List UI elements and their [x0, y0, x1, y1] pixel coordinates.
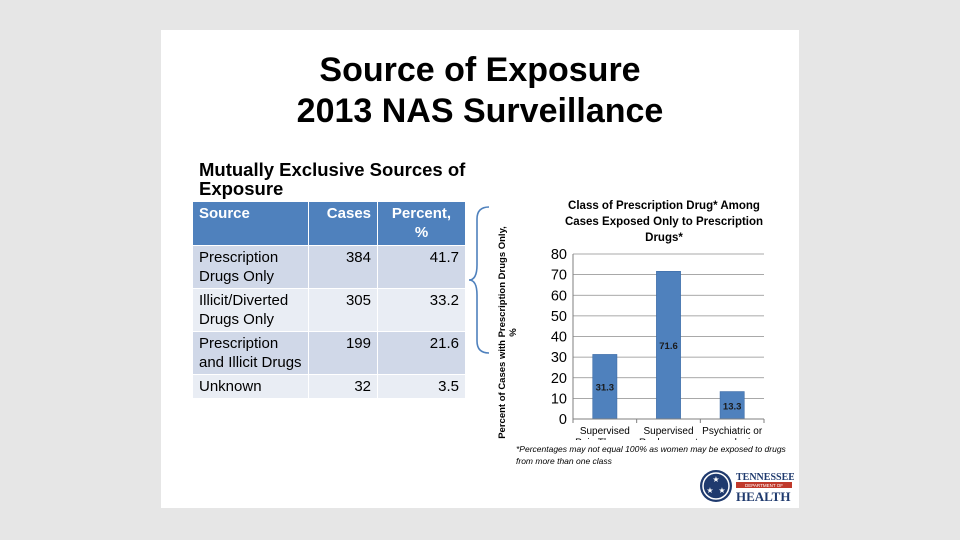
x-tick-label: neurologic	[709, 438, 755, 441]
axes	[572, 254, 765, 423]
x-tick-label: Supervised	[643, 426, 693, 437]
y-tick-label: 60	[551, 288, 567, 304]
percent-cell: 33.2	[377, 288, 466, 332]
svg-text:★: ★	[718, 486, 725, 495]
table-header-row: Source Cases Percent, %	[192, 201, 466, 246]
tennessee-health-logo: ★ ★ ★ TENNESSEE DEPARTMENT OF HEALTH	[700, 470, 794, 504]
chart-title-line: Class of Prescription Drug* Among	[568, 200, 760, 212]
data-label: 13.3	[723, 401, 742, 412]
table-heading: Mutually Exclusive Sources of Exposure	[199, 159, 466, 199]
y-tick-label: 0	[559, 412, 567, 428]
bars	[592, 271, 745, 420]
percent-cell: 3.5	[377, 374, 466, 399]
cases-cell: 384	[308, 245, 378, 289]
table-row: Prescription Drugs Only 384 41.7	[192, 245, 466, 289]
data-labels: 31.3 71.6 13.3	[596, 341, 742, 412]
svg-text:★: ★	[712, 475, 719, 484]
source-cell: Prescription and Illicit Drugs	[192, 331, 309, 375]
page-title: Source of Exposure 2013 NAS Surveillance	[161, 50, 799, 132]
bar	[592, 354, 618, 420]
curly-brace	[468, 206, 490, 354]
title-line-1: Source of Exposure	[319, 51, 641, 89]
y-tick-labels: 0 10 20 30 40 50 60 70 80	[551, 247, 567, 428]
cases-cell: 32	[308, 374, 378, 399]
sources-table: Source Cases Percent, % Prescription Dru…	[192, 201, 466, 399]
y-axis-label-line: Percent of Cases with Prescription Drugs…	[497, 226, 508, 439]
cases-cell: 199	[308, 331, 378, 375]
x-tick-labels: SupervisedPain TherapySupervisedReplacem…	[575, 426, 763, 440]
chart-title-line: Cases Exposed Only to Prescription	[565, 216, 763, 228]
data-label: 71.6	[659, 341, 678, 352]
x-tick-label: Pain Therapy	[575, 438, 634, 441]
logo-text-1: TENNESSEE	[736, 472, 794, 483]
y-tick-label: 80	[551, 247, 567, 263]
chart-title: Class of Prescription Drug* Among Cases E…	[565, 200, 763, 244]
percent-cell: 41.7	[377, 245, 466, 289]
x-tick-label: Replacement	[639, 438, 698, 441]
chart-title-line: Drugs*	[645, 232, 683, 244]
y-tick-label: 50	[551, 309, 567, 325]
y-tick-label: 20	[551, 371, 567, 387]
table-row: Prescription and Illicit Drugs 199 21.6	[192, 331, 466, 375]
slide: Source of Exposure 2013 NAS Surveillance…	[161, 30, 799, 508]
source-cell: Prescription Drugs Only	[192, 245, 309, 289]
svg-text:★: ★	[706, 486, 713, 495]
bar	[719, 391, 745, 420]
y-tick-label: 10	[551, 391, 567, 407]
y-tick-label: 70	[551, 268, 567, 284]
star-icon: ★ ★ ★	[706, 475, 725, 495]
column-header-cases: Cases	[308, 201, 378, 246]
cases-cell: 305	[308, 288, 378, 332]
column-header-percent: Percent, %	[377, 201, 466, 246]
data-label: 31.3	[596, 383, 615, 394]
table-row: Unknown 32 3.5	[192, 374, 466, 399]
footnote: *Percentages may not equal 100% as women…	[516, 444, 786, 466]
x-tick-label: Psychiatric or	[702, 426, 763, 437]
table-row: Illicit/Diverted Drugs Only 305 33.2	[192, 288, 466, 332]
bar	[656, 271, 681, 420]
y-tick-label: 30	[551, 350, 567, 366]
logo-seal	[700, 470, 732, 502]
y-axis-label-line: %	[508, 328, 519, 337]
y-tick-label: 40	[551, 330, 567, 346]
source-cell: Illicit/Diverted Drugs Only	[192, 288, 309, 332]
logo-text-2: DEPARTMENT OF	[745, 483, 783, 488]
percent-cell: 21.6	[377, 331, 466, 375]
logo-text-3: HEALTH	[736, 489, 790, 504]
source-cell: Unknown	[192, 374, 309, 399]
bar-chart: Class of Prescription Drug* Among Cases E…	[497, 200, 765, 440]
x-tick-label: Supervised	[580, 426, 630, 437]
title-line-2: 2013 NAS Surveillance	[296, 92, 664, 130]
column-header-source: Source	[192, 201, 309, 246]
y-axis-label: Percent of Cases with Prescription Drugs…	[497, 226, 519, 439]
